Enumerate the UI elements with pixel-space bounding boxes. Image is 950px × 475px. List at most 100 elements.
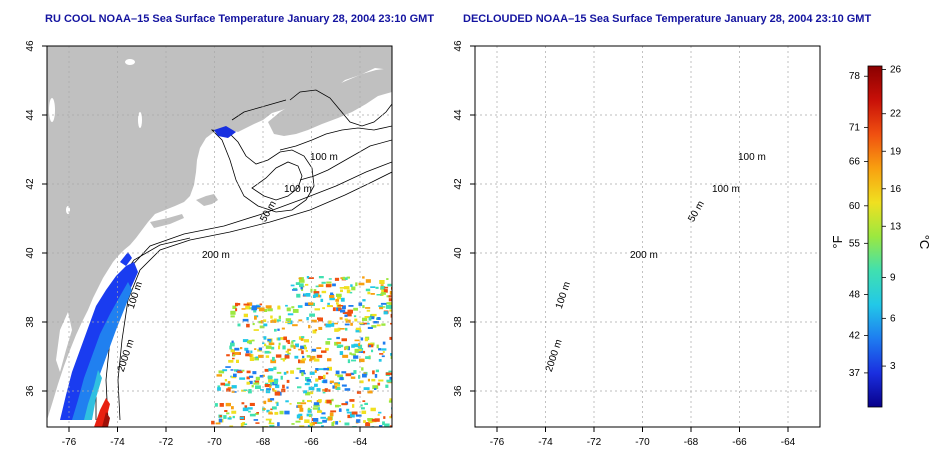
sst-pixel xyxy=(381,289,384,293)
sst-pixel xyxy=(287,313,294,316)
right-y-tick-label: 42 xyxy=(453,178,464,190)
sst-pixel xyxy=(249,413,256,417)
sst-pixel xyxy=(287,352,291,355)
sst-pixel xyxy=(277,328,280,331)
sst-pixel xyxy=(236,303,241,306)
sst-pixel xyxy=(361,410,367,414)
sst-pixel xyxy=(344,346,347,351)
sst-pixel xyxy=(345,277,348,280)
sst-pixel xyxy=(390,414,392,418)
sst-pixel xyxy=(317,410,323,413)
sst-pixel xyxy=(274,411,279,415)
sst-pixel xyxy=(216,374,222,377)
sst-pixel xyxy=(266,388,271,391)
sst-pixel xyxy=(337,374,343,378)
sst-pixel xyxy=(304,419,310,423)
sst-pixel xyxy=(314,308,320,311)
sst-pixel xyxy=(286,386,289,389)
sst-pixel xyxy=(314,370,317,373)
sst-pixel xyxy=(283,371,287,375)
sst-pixel xyxy=(364,337,369,342)
sst-pixel xyxy=(225,402,231,407)
sst-pixel xyxy=(389,336,392,340)
sst-pixel xyxy=(339,351,344,355)
left-x-tick-label: -74 xyxy=(110,437,125,448)
sst-pixel xyxy=(322,419,327,423)
sst-pixel xyxy=(289,403,292,405)
sst-pixel xyxy=(248,389,252,393)
sst-pixel xyxy=(308,277,314,279)
sst-pixel xyxy=(306,317,309,321)
sst-pixel xyxy=(320,298,324,302)
sst-pixel xyxy=(363,420,366,423)
sst-pixel xyxy=(322,389,326,392)
right-contour-label-200m: 200 m xyxy=(630,250,658,261)
sst-pixel xyxy=(323,374,326,379)
sst-pixel xyxy=(254,356,259,361)
sst-pixel xyxy=(386,295,389,298)
left-y-tick-label: 38 xyxy=(25,316,36,328)
sst-pixel xyxy=(346,411,352,414)
sst-pixel xyxy=(234,347,240,351)
sst-pixel xyxy=(336,336,340,340)
sst-pixel xyxy=(264,368,269,372)
sst-pixel xyxy=(233,391,237,393)
sst-pixel xyxy=(227,381,231,385)
sst-pixel xyxy=(344,422,350,426)
sst-pixel xyxy=(385,372,392,376)
sst-pixel xyxy=(234,369,239,372)
sst-pixel xyxy=(250,350,253,354)
sst-pixel xyxy=(359,380,364,384)
sst-pixel xyxy=(383,416,386,419)
sst-pixel xyxy=(300,345,306,350)
sst-pixel xyxy=(362,276,365,279)
sst-pixel xyxy=(308,414,312,418)
sst-pixel xyxy=(249,375,254,378)
sst-pixel xyxy=(361,367,364,371)
right-plot-frame xyxy=(474,45,821,428)
left-x-tick-label: -72 xyxy=(159,437,174,448)
left-contour-label-100m-middle: 100 m xyxy=(284,184,312,195)
sst-pixel xyxy=(214,403,218,407)
sst-pixel xyxy=(337,305,343,307)
sst-pixel xyxy=(227,417,232,420)
sst-pixel xyxy=(304,302,311,306)
sst-pixel xyxy=(297,404,303,408)
sst-pixel xyxy=(245,305,251,310)
sst-pixel xyxy=(332,283,336,287)
sst-pixel xyxy=(262,342,265,345)
sst-pixel xyxy=(341,384,347,387)
sst-pixel xyxy=(285,304,288,307)
sst-pixel xyxy=(258,307,265,312)
sst-pixel xyxy=(265,418,272,421)
sst-pixel xyxy=(303,344,307,347)
sst-pixel xyxy=(358,375,360,379)
sst-pixel xyxy=(334,341,339,346)
sst-pixel xyxy=(302,355,305,359)
sst-pixel xyxy=(334,328,339,332)
sst-pixel xyxy=(338,420,341,423)
sst-pixel xyxy=(284,355,290,359)
sst-pixel xyxy=(281,388,286,393)
sst-pixel xyxy=(313,402,320,406)
sst-pixel xyxy=(230,315,235,318)
sst-pixel xyxy=(315,368,319,371)
sst-pixel xyxy=(371,313,377,317)
sst-pixel xyxy=(299,283,304,288)
sst-pixel xyxy=(243,313,248,318)
sst-pixel xyxy=(351,344,355,348)
sst-pixel xyxy=(253,382,260,385)
sst-pixel xyxy=(332,307,336,312)
sst-pixel xyxy=(255,385,261,389)
sst-pixel xyxy=(282,345,286,350)
left-lake xyxy=(49,98,55,122)
sst-pixel xyxy=(286,307,291,312)
sst-pixel xyxy=(286,379,290,383)
sst-pixel xyxy=(240,347,243,350)
sst-pixel xyxy=(341,403,348,406)
sst-pixel xyxy=(350,376,356,379)
sst-pixel xyxy=(363,350,366,354)
sst-pixel xyxy=(388,370,392,373)
sst-pixel xyxy=(358,302,363,306)
colorbar-f-tick-label: 55 xyxy=(849,238,861,249)
